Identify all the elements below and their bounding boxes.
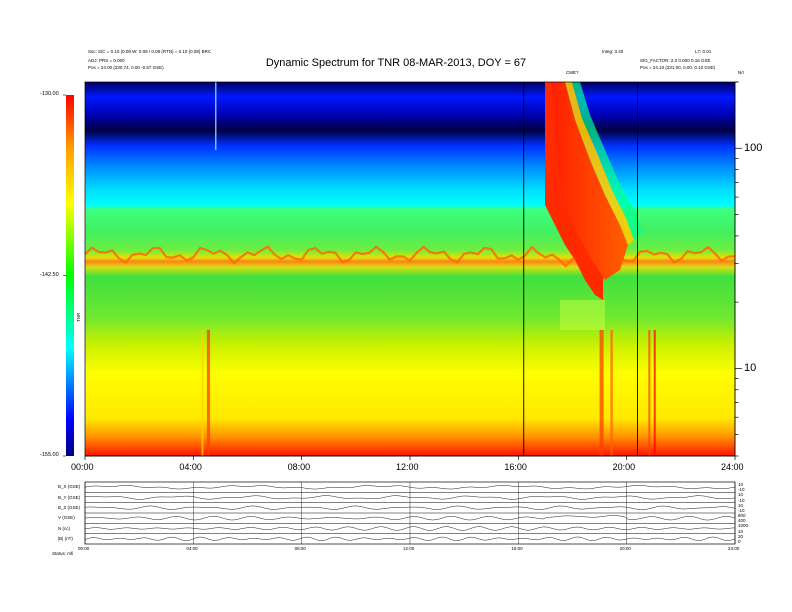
status-footer: Status: mfi xyxy=(52,551,74,556)
burst-low-freq-patch xyxy=(560,300,605,330)
colorbar-tick-label: -142.50 xyxy=(40,271,59,278)
radio-burst-left xyxy=(545,82,603,300)
spectrum-streak xyxy=(653,330,656,456)
info-top-left-2: ADJ: PRS = 0.000 xyxy=(88,58,125,63)
lower-panel-label: B_X (GSE) xyxy=(58,484,81,490)
lower-x-tick-label: 12:00 xyxy=(403,546,415,551)
lower-x-tick-label: 24:00 xyxy=(728,546,740,551)
solar-wind-panels xyxy=(84,481,736,545)
lower-right-tick: -10 xyxy=(738,487,745,493)
info-top-right-4: Pos = 24.10 (231.00, 0.00, 0.10 GSE) xyxy=(640,65,716,70)
colorbar xyxy=(66,95,74,456)
lower-x-tick-label: 16:00 xyxy=(511,546,523,551)
lower-x-tick-label: 20:00 xyxy=(619,546,631,551)
x-tick-label: 20:00 xyxy=(612,462,636,472)
spectrum-streaks xyxy=(84,82,736,456)
info-top-right-5: N/I xyxy=(738,70,744,75)
colorbar-label: TNR xyxy=(76,312,81,322)
spectrum-panel xyxy=(84,81,736,457)
radio-burst-drift xyxy=(552,82,628,280)
spectrum-background xyxy=(85,82,735,456)
spectrum-streak xyxy=(201,330,204,456)
frequency-axis xyxy=(734,81,742,457)
lower-panel-label: |B| (nT) xyxy=(58,535,73,541)
lower-panel-label: N (cc) xyxy=(58,525,70,531)
x-tick-label: 12:00 xyxy=(396,462,419,472)
x-axis-ticks xyxy=(84,456,736,460)
lower-panel-trace xyxy=(84,485,736,490)
info-top-right-1: Integ: 3.40 xyxy=(602,49,624,54)
x-tick-label: 04:00 xyxy=(179,462,202,472)
lower-panel-label: V (GSE) xyxy=(58,515,75,521)
colorbar-tick-label: -130.00 xyxy=(40,91,59,97)
lower-x-tick-label: 00:00 xyxy=(78,546,90,551)
spectrum-streak xyxy=(206,330,211,456)
lower-panel-trace xyxy=(84,526,736,531)
lower-panel-trace xyxy=(84,505,736,510)
colorbar-tick-label: -155.00 xyxy=(40,452,59,458)
lower-panel-label: B_Z (GSE) xyxy=(58,504,81,510)
lower-right-tick: 10 xyxy=(738,492,744,498)
lower-panel-trace xyxy=(84,495,736,500)
lower-right-tick: 10 xyxy=(738,502,744,508)
x-tick-label: 16:00 xyxy=(504,462,527,472)
radio-burst-edge xyxy=(565,82,634,245)
lower-right-tick: -10 xyxy=(738,497,745,503)
lower-right-tick: 800 xyxy=(738,513,746,518)
lower-right-tick: 0 xyxy=(738,539,741,544)
lower-right-tick: 10 xyxy=(738,482,744,487)
spectrum-streak xyxy=(648,330,651,456)
info-top-left-1: Ssc: S/C = 0.10 (0.08 W: 0.08 / 0.08 (RT… xyxy=(88,49,212,54)
lower-right-tick: 1000 xyxy=(738,523,749,529)
freq-tick-label: 10 xyxy=(744,362,757,375)
x-tick-label: 24:00 xyxy=(721,462,744,472)
event-label: CME? xyxy=(566,70,579,75)
x-tick-label: 00:00 xyxy=(71,462,94,472)
spectrum-streak xyxy=(599,330,604,456)
lower-x-tick-label: 04:00 xyxy=(186,546,198,551)
spectrum-streak xyxy=(610,330,613,456)
freq-tick-label: 100 xyxy=(744,142,763,155)
lower-right-tick: -10 xyxy=(738,508,745,513)
lower-right-tick: 10 xyxy=(738,528,744,534)
lower-right-tick: 20 xyxy=(738,533,744,539)
info-top-right-3: SIG_FACTOR: 2.0 0.000 0.16 GSE xyxy=(640,58,711,63)
colorbar-ticks xyxy=(63,94,66,457)
lower-panel-trace xyxy=(84,536,736,541)
radio-burst-fringe xyxy=(572,82,642,240)
info-top-right-2: L7: 0.01 xyxy=(695,49,712,54)
lower-right-tick: 400 xyxy=(738,518,746,524)
x-tick-label: 08:00 xyxy=(287,462,311,472)
lower-panel-trace xyxy=(84,515,736,521)
lower-x-tick-label: 08:00 xyxy=(294,546,306,551)
spectrum-streak xyxy=(215,82,217,150)
chart-title: Dynamic Spectrum for TNR 08-MAR-2013, DO… xyxy=(265,57,527,69)
lower-panel-label: B_Y (GSE) xyxy=(58,494,81,500)
plasma-line xyxy=(84,245,736,268)
info-top-left-3: Pos = 24.00 (230.74, 0.00 -0.57 GSE) xyxy=(88,65,164,70)
